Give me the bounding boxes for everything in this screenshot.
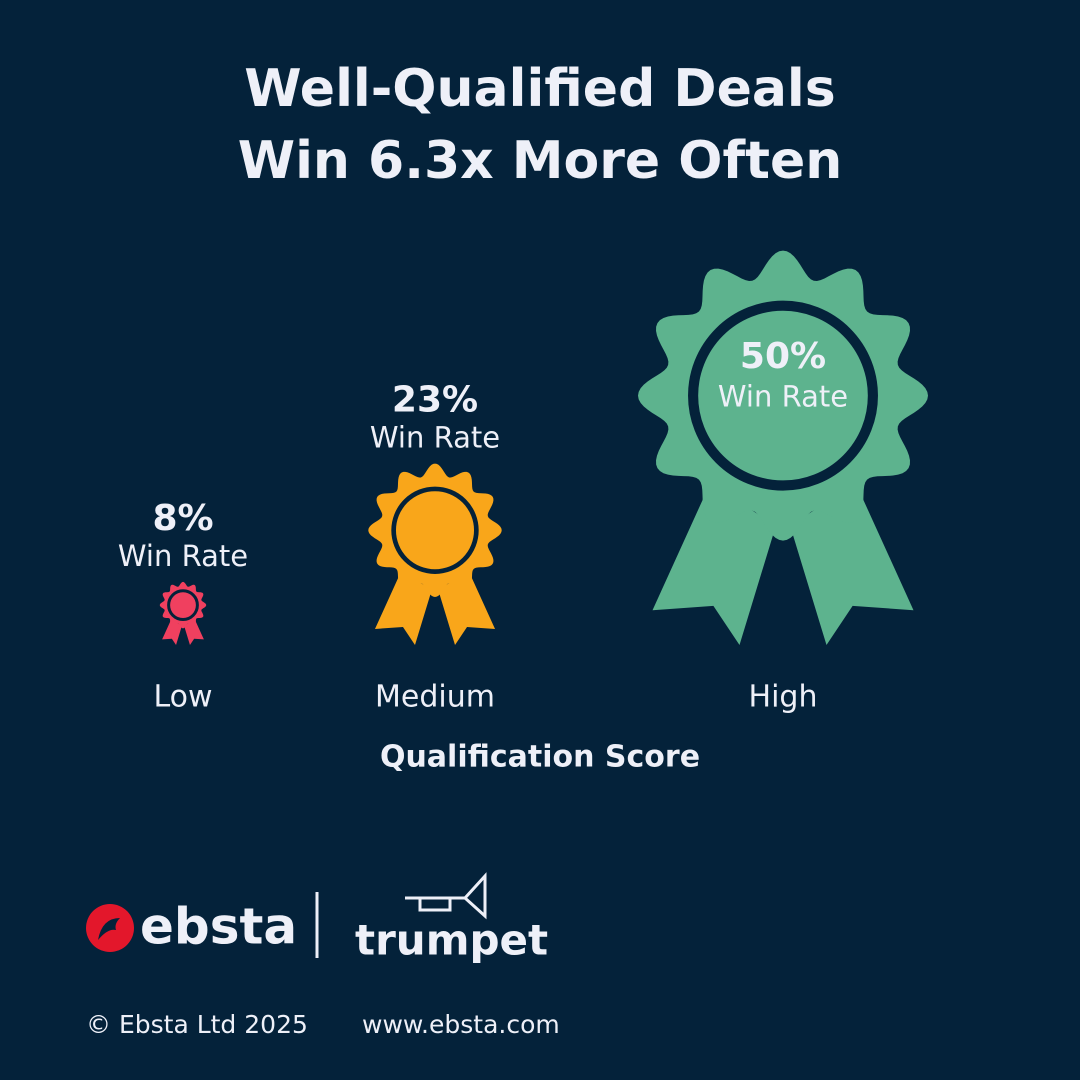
x-tick-label: High	[749, 680, 818, 715]
rosette	[638, 250, 928, 541]
value-label: 23%	[392, 380, 478, 421]
copyright: © Ebsta Ltd 2025	[86, 1010, 308, 1039]
rosette-ring	[688, 300, 878, 491]
title-line: Well-Qualified Deals	[244, 59, 835, 119]
ebsta-logo-icon	[86, 904, 134, 952]
website: www.ebsta.com	[362, 1010, 560, 1039]
x-tick-label: Medium	[375, 680, 495, 715]
partner-logo: trumpet	[355, 916, 548, 965]
series-label: Win Rate	[370, 421, 500, 455]
value-label: 50%	[740, 336, 826, 377]
brand-logo: ebsta	[140, 898, 297, 956]
ribbon	[790, 482, 914, 645]
ribbon	[438, 570, 496, 645]
trumpet-icon	[405, 872, 487, 920]
value-label: 8%	[152, 498, 213, 539]
x-axis-label: Qualification Score	[380, 740, 700, 775]
ribbon	[184, 619, 204, 645]
rosette	[368, 463, 502, 597]
x-tick-label: Low	[153, 680, 212, 715]
series-label: Win Rate	[118, 539, 248, 573]
ribbon	[652, 482, 776, 645]
ribbon	[162, 619, 182, 645]
rosette	[159, 581, 207, 629]
rosette-ring	[167, 589, 199, 621]
series-label: Win Rate	[718, 380, 848, 414]
ribbon	[374, 570, 432, 645]
rosette-ring	[391, 486, 479, 574]
title-line: Win 6.3x More Often	[238, 131, 843, 191]
